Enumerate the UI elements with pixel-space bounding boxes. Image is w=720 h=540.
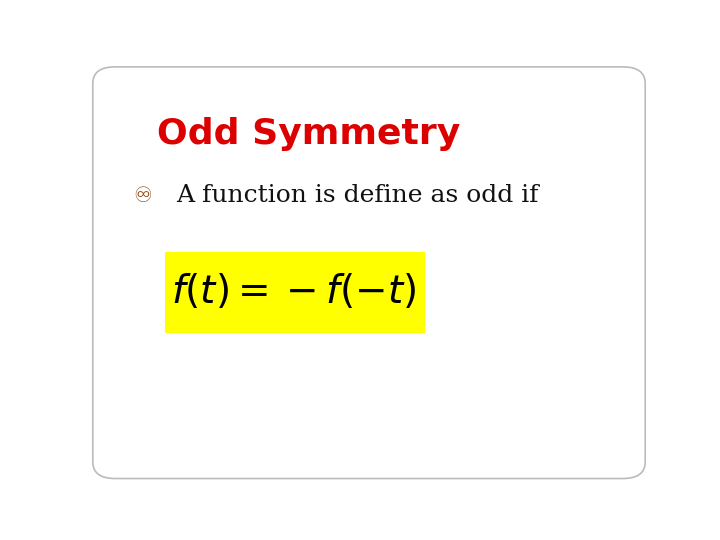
Text: A function is define as odd if: A function is define as odd if <box>176 184 539 207</box>
Text: Odd Symmetry: Odd Symmetry <box>157 117 460 151</box>
FancyBboxPatch shape <box>93 67 645 478</box>
Text: ♾: ♾ <box>134 186 153 206</box>
FancyBboxPatch shape <box>166 252 425 333</box>
Text: $\mathit{f}(t) = -\mathit{f}(-t)$: $\mathit{f}(t) = -\mathit{f}(-t)$ <box>171 272 416 311</box>
